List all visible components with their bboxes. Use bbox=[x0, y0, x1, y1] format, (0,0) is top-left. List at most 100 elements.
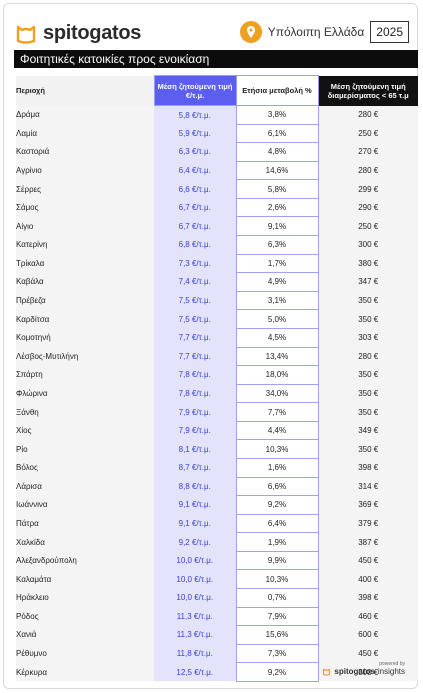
table-row: Καλαμάτα 10,0 €/τ.μ. 10,3% 400 € bbox=[16, 569, 418, 590]
cell-apartment-price: 303 € bbox=[318, 328, 418, 348]
cell-change: 1,6% bbox=[235, 457, 319, 478]
column-header-apartment: Μέση ζητούμενη τιμή διαμερίσματος < 65 τ… bbox=[318, 75, 418, 106]
cell-apartment-price: 350 € bbox=[318, 365, 418, 385]
brand-name: spitogatos bbox=[43, 21, 142, 44]
cell-change: 10,3% bbox=[235, 439, 319, 459]
table-row: Κατερίνη 6,8 €/τ.μ. 6,3% 300 € bbox=[16, 235, 418, 255]
cell-price: 8,8 €/τ.μ. bbox=[154, 477, 236, 496]
table-row: Χανιά 11,3 €/τ.μ. 15,6% 600 € bbox=[16, 625, 418, 645]
cell-apartment-price: 380 € bbox=[318, 254, 418, 273]
cell-change: 14,6% bbox=[235, 160, 319, 181]
table-row: Ιωάννινα 9,1 €/τ.μ. 9,2% 369 € bbox=[16, 495, 418, 515]
cell-change: 9,2% bbox=[235, 495, 319, 515]
cat-logo-icon bbox=[323, 668, 331, 676]
cell-area: Ξάνθη bbox=[16, 402, 154, 422]
table-row: Ξάνθη 7,9 €/τ.μ. 7,7% 350 € bbox=[16, 402, 418, 422]
table-row: Ρέθυμνο 11,8 €/τ.μ. 7,3% 450 € bbox=[16, 643, 418, 664]
table-row: Ηράκλειο 10,0 €/τ.μ. 0,7% 398 € bbox=[16, 588, 418, 608]
table-row: Χίος 7,9 €/τ.μ. 4,4% 349 € bbox=[16, 420, 418, 441]
table-row: Ρίο 8,1 €/τ.μ. 10,3% 350 € bbox=[16, 439, 418, 459]
cell-apartment-price: 379 € bbox=[318, 514, 418, 533]
cell-apartment-price: 314 € bbox=[318, 477, 418, 496]
cell-area: Βόλος bbox=[16, 458, 154, 478]
cell-apartment-price: 300 € bbox=[318, 235, 418, 255]
cell-price: 9,2 €/τ.μ. bbox=[154, 532, 236, 552]
cell-area: Χανιά bbox=[16, 625, 154, 645]
footer-brand-name: spitogatos bbox=[334, 667, 375, 676]
cell-change: 6,6% bbox=[235, 476, 319, 497]
cell-area: Ηράκλειο bbox=[16, 588, 154, 608]
cell-change: 5,0% bbox=[235, 309, 319, 329]
cell-area: Χίος bbox=[16, 421, 154, 440]
cell-price: 6,3 €/τ.μ. bbox=[154, 142, 236, 162]
cell-area: Λάρισα bbox=[16, 477, 154, 496]
table-row: Τρίκαλα 7,3 €/τ.μ. 1,7% 380 € bbox=[16, 253, 418, 274]
cell-apartment-price: 369 € bbox=[318, 495, 418, 515]
location-pin-icon bbox=[239, 21, 262, 43]
cell-change: 9,1% bbox=[235, 216, 319, 237]
cell-apartment-price: 270 € bbox=[318, 142, 418, 162]
cell-area: Δράμα bbox=[16, 105, 154, 125]
cell-price: 6,6 €/τ.μ. bbox=[154, 179, 236, 199]
cell-area: Πάτρα bbox=[16, 514, 154, 533]
cell-price: 7,8 €/τ.μ. bbox=[154, 365, 236, 385]
cell-change: 2,6% bbox=[235, 197, 319, 218]
column-header-change: Ετήσια μεταβολή % bbox=[235, 75, 319, 106]
cell-price: 7,9 €/τ.μ. bbox=[154, 421, 236, 440]
table-row: Φλώρινα 7,8 €/τ.μ. 34,0% 350 € bbox=[16, 383, 418, 404]
column-header-area: Περιοχή bbox=[16, 75, 154, 106]
cell-apartment-price: 460 € bbox=[318, 607, 418, 626]
cell-price: 7,5 €/τ.μ. bbox=[154, 309, 236, 329]
cell-change: 4,4% bbox=[235, 420, 319, 441]
cell-price: 6,7 €/τ.μ. bbox=[154, 216, 236, 236]
cell-area: Λέσβος-Μυτιλήνη bbox=[16, 347, 154, 366]
cell-price: 7,5 €/τ.μ. bbox=[154, 291, 236, 310]
cell-price: 6,7 €/τ.μ. bbox=[154, 198, 236, 217]
cell-area: Πρέβεζα bbox=[16, 291, 154, 310]
cell-change: 4,8% bbox=[235, 142, 319, 162]
powered-by-label: powered by bbox=[379, 661, 405, 667]
cell-change: 9,2% bbox=[235, 662, 319, 682]
column-header-price: Μέση ζητούμενη τιμή €/τ.μ. bbox=[153, 75, 237, 106]
cell-area: Ρόδος bbox=[16, 607, 154, 626]
cell-apartment-price: 280 € bbox=[318, 161, 418, 180]
year-selector[interactable]: 2025 bbox=[370, 21, 409, 43]
cell-area: Σπάρτη bbox=[16, 365, 154, 385]
brand-logo[interactable]: spitogatos bbox=[14, 21, 141, 45]
cell-change: 1,7% bbox=[235, 253, 319, 274]
cell-area: Αίγιο bbox=[16, 216, 154, 236]
cell-apartment-price: 290 € bbox=[318, 198, 418, 217]
cell-apartment-price: 349 € bbox=[318, 421, 418, 440]
cat-logo-icon bbox=[16, 25, 36, 44]
cell-area: Κομοτηνή bbox=[16, 328, 154, 348]
table-row: Αγρίνιο 6,4 €/τ.μ. 14,6% 280 € bbox=[16, 160, 418, 181]
cell-change: 6,1% bbox=[235, 123, 319, 144]
cell-apartment-price: 500 € bbox=[318, 662, 418, 682]
table-row: Κομοτηνή 7,7 €/τ.μ. 4,5% 303 € bbox=[16, 327, 418, 348]
table-row: Πρέβεζα 7,5 €/τ.μ. 3,1% 350 € bbox=[16, 290, 418, 311]
table-row: Χαλκίδα 9,2 €/τ.μ. 1,9% 387 € bbox=[16, 532, 418, 552]
cell-price: 10,0 €/τ.μ. bbox=[154, 551, 236, 570]
table-row: Αίγιο 6,7 €/τ.μ. 9,1% 250 € bbox=[16, 216, 418, 237]
cell-area: Καβάλα bbox=[16, 272, 154, 292]
table-row: Ρόδος 11,3 €/τ.μ. 7,9% 460 € bbox=[16, 606, 418, 627]
cell-price: 7,3 €/τ.μ. bbox=[154, 254, 236, 273]
cell-apartment-price: 350 € bbox=[318, 291, 418, 310]
cell-change: 0,7% bbox=[235, 588, 319, 608]
cell-area: Χαλκίδα bbox=[16, 532, 154, 552]
region-selector[interactable]: Υπόλοιπη Ελλάδα 2025 bbox=[239, 21, 409, 43]
table-row: Σπάρτη 7,8 €/τ.μ. 18,0% 350 € bbox=[16, 365, 418, 385]
header: spitogatos Υπόλοιπη Ελλάδα 2025 bbox=[14, 21, 419, 49]
cell-area: Ρίο bbox=[16, 439, 154, 459]
table-header-row: Περιοχή Μέση ζητούμενη τιμή €/τ.μ. Ετήσι… bbox=[16, 75, 418, 106]
cell-price: 9,1 €/τ.μ. bbox=[154, 514, 236, 533]
footer: powered by spitogatos insights bbox=[322, 661, 405, 676]
cell-area: Αγρίνιο bbox=[16, 161, 154, 180]
cell-price: 8,7 €/τ.μ. bbox=[154, 458, 236, 478]
cell-area: Κέρκυρα bbox=[16, 662, 154, 682]
cell-change: 4,9% bbox=[235, 272, 319, 292]
cell-price: 8,1 €/τ.μ. bbox=[154, 439, 236, 459]
cell-change: 5,8% bbox=[235, 179, 319, 199]
cell-change: 34,0% bbox=[235, 383, 319, 404]
cell-change: 6,3% bbox=[235, 235, 319, 255]
